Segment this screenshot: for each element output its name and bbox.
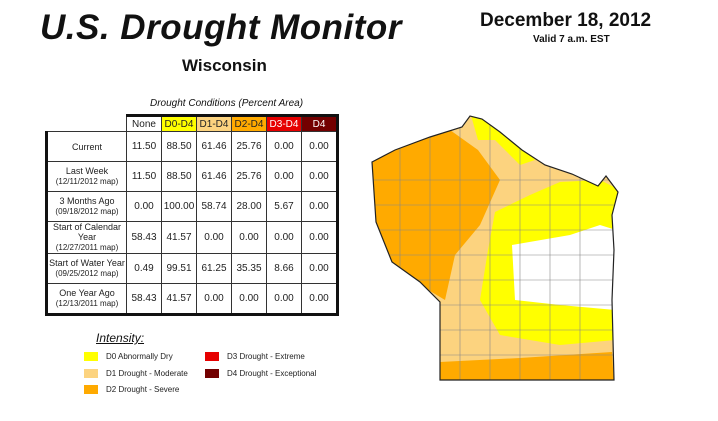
row-label: Start of Calendar Year (12/27/2011 map) bbox=[45, 221, 127, 254]
table-cell: 8.66 bbox=[266, 253, 302, 284]
legend-swatch bbox=[205, 369, 219, 378]
table-cell: 0.49 bbox=[126, 253, 162, 284]
legend-label: D4 Drought - Exceptional bbox=[227, 369, 317, 378]
table-cell: 0.00 bbox=[301, 283, 339, 316]
row-label-text: Last Week bbox=[65, 166, 109, 176]
table-cell: 61.46 bbox=[196, 161, 232, 192]
row-label-text: Start of Water Year bbox=[49, 258, 125, 268]
legend-item: D4 Drought - Exceptional bbox=[205, 369, 316, 378]
table-cell: 11.50 bbox=[126, 161, 162, 192]
table-row: Start of Water Year (09/25/2012 map) 0.49 9… bbox=[45, 253, 339, 284]
column-header: D0-D4 bbox=[161, 114, 197, 132]
table-cell: 100.00 bbox=[161, 191, 197, 222]
table-caption: Drought Conditions (Percent Area) bbox=[150, 98, 304, 109]
legend-label: D3 Drought - Extreme bbox=[227, 352, 305, 361]
legend-item: D2 Drought - Severe bbox=[84, 385, 179, 394]
legend-item: D3 Drought - Extreme bbox=[205, 352, 305, 361]
legend-label: D0 Abnormally Dry bbox=[106, 352, 173, 361]
row-label-date: (12/11/2012 map) bbox=[55, 177, 119, 186]
none-region bbox=[512, 225, 616, 310]
row-label: Start of Water Year (09/25/2012 map) bbox=[45, 253, 127, 284]
table-cell: 88.50 bbox=[161, 161, 197, 192]
table-cell: 41.57 bbox=[161, 283, 197, 316]
table-cell: 0.00 bbox=[301, 161, 339, 192]
row-label-date: (12/27/2011 map) bbox=[55, 243, 119, 252]
d0-region-north bbox=[470, 116, 535, 165]
row-label-text: 3 Months Ago bbox=[59, 196, 115, 206]
table-cell: 0.00 bbox=[266, 283, 302, 316]
page-title: U.S. Drought Monitor bbox=[40, 8, 402, 47]
table-cell: 11.50 bbox=[126, 131, 162, 162]
state-name: Wisconsin bbox=[182, 56, 267, 75]
row-label: One Year Ago (12/13/2011 map) bbox=[45, 283, 127, 316]
column-header: None bbox=[126, 114, 162, 132]
table-cell: 0.00 bbox=[231, 283, 267, 316]
table-row: 3 Months Ago (09/18/2012 map) 0.00 100.00 58… bbox=[45, 191, 339, 222]
legend-label: D1 Drought - Moderate bbox=[106, 369, 188, 378]
legend-item: D0 Abnormally Dry bbox=[84, 352, 173, 361]
table-row: One Year Ago (12/13/2011 map) 58.43 41.57 0.… bbox=[45, 283, 339, 316]
legend-swatch bbox=[84, 385, 98, 394]
row-label-text: Current bbox=[71, 141, 102, 152]
legend-item: D1 Drought - Moderate bbox=[84, 369, 188, 378]
table-cell: 0.00 bbox=[301, 131, 339, 162]
legend-swatch bbox=[84, 352, 98, 361]
table-cell: 0.00 bbox=[266, 161, 302, 192]
state-outline bbox=[371, 115, 619, 381]
legend-label: D2 Drought - Severe bbox=[106, 385, 180, 394]
map-date: December 18, 2012 bbox=[480, 10, 652, 31]
table-cell: 35.35 bbox=[231, 253, 267, 284]
table-row: Start of Calendar Year (12/27/2011 map) 58… bbox=[45, 221, 339, 254]
legend-swatch bbox=[84, 369, 98, 378]
table-cell: 58.43 bbox=[126, 283, 162, 316]
column-header: D1-D4 bbox=[196, 114, 232, 132]
table-cell: 0.00 bbox=[266, 221, 302, 254]
d2-region-south bbox=[440, 352, 614, 380]
row-label-date: (09/25/2012 map) bbox=[55, 269, 119, 278]
table-cell: 99.51 bbox=[161, 253, 197, 284]
table-row: Last Week (12/11/2012 map) 11.50 88.50 61.46… bbox=[45, 161, 339, 192]
row-label-date: (12/13/2011 map) bbox=[55, 299, 119, 308]
row-label-date: (09/18/2012 map) bbox=[55, 207, 119, 216]
legend-swatch bbox=[205, 352, 219, 361]
row-label-text: Start of Calendar Year bbox=[52, 222, 122, 242]
drought-table: None D0-D4 D1-D4 D2-D4 D3-D4 D4 Current 11.50 8… bbox=[45, 114, 339, 316]
table-cell: 61.46 bbox=[196, 131, 232, 162]
county-lines bbox=[372, 116, 618, 380]
table-cell: 25.76 bbox=[231, 161, 267, 192]
row-label-text: One Year Ago bbox=[59, 288, 115, 298]
table-cell: 0.00 bbox=[231, 221, 267, 254]
legend-title: Intensity: bbox=[96, 331, 145, 345]
valid-time: Valid 7 a.m. EST bbox=[533, 34, 610, 45]
column-header: D4 bbox=[301, 114, 339, 132]
table-cell: 58.74 bbox=[196, 191, 232, 222]
table-cell: 0.00 bbox=[196, 221, 232, 254]
